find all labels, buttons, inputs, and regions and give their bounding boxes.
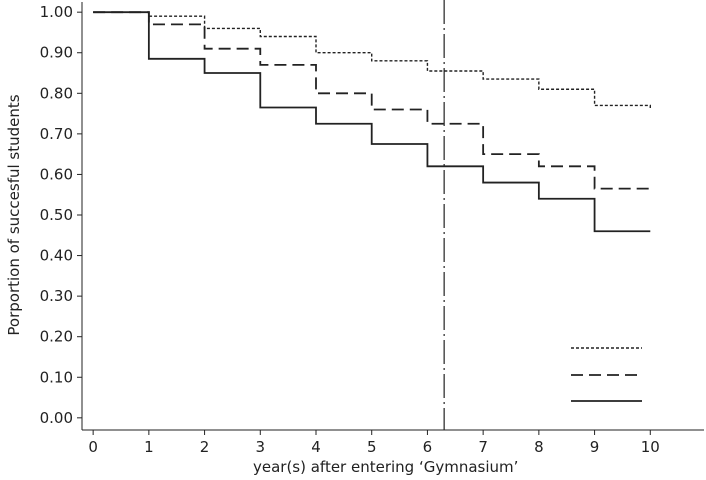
x-tick-label: 7 bbox=[478, 438, 488, 456]
y-tick-label: 0.80 bbox=[40, 84, 73, 102]
x-tick-label: 3 bbox=[256, 438, 266, 456]
series-dashed-line bbox=[93, 11, 651, 190]
y-tick-label: 0.50 bbox=[40, 206, 73, 224]
y-axis-title: Porportion of succesful students bbox=[5, 94, 23, 335]
x-tick-label: 9 bbox=[590, 438, 600, 456]
series-dotted-line bbox=[93, 11, 651, 110]
x-tick-label: 1 bbox=[144, 438, 154, 456]
y-tick-label: 0.90 bbox=[40, 44, 73, 62]
y-tick-label: 0.60 bbox=[40, 165, 73, 183]
series-group bbox=[93, 0, 651, 430]
ticks: 0.00 0.10 0.20 0.30 0.40 0.50 0.60 0.70 0.80 0.90… bbox=[40, 3, 660, 456]
x-tick-label: 5 bbox=[367, 438, 377, 456]
x-tick-label: 6 bbox=[423, 438, 433, 456]
y-tick-label: 0.10 bbox=[40, 368, 73, 386]
x-tick-label: 0 bbox=[88, 438, 98, 456]
legend bbox=[571, 347, 642, 402]
y-tick-label: 0.20 bbox=[40, 328, 73, 346]
x-tick-label: 8 bbox=[534, 438, 544, 456]
y-tick-label: 0.00 bbox=[40, 409, 73, 427]
x-axis-title: year(s) after entering ‘Gymnasium’ bbox=[253, 458, 518, 476]
y-tick-label: 1.00 bbox=[40, 3, 73, 21]
y-tick-label: 0.30 bbox=[40, 287, 73, 305]
x-tick-label: 10 bbox=[641, 438, 660, 456]
y-tick-label: 0.40 bbox=[40, 247, 73, 265]
x-tick-label: 4 bbox=[311, 438, 321, 456]
x-tick-label: 2 bbox=[200, 438, 210, 456]
axes bbox=[81, 2, 704, 431]
y-tick-label: 0.70 bbox=[40, 125, 73, 143]
series-solid-line bbox=[93, 11, 651, 233]
